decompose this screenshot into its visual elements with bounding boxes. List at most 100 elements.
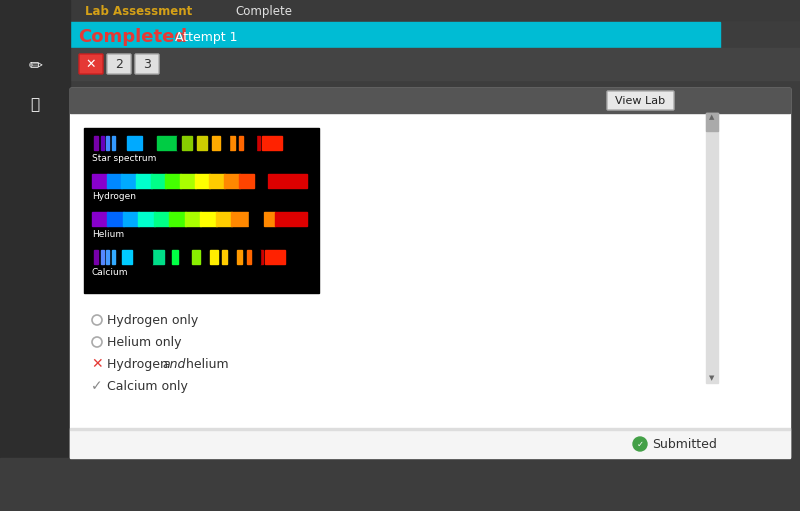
Bar: [255, 250, 257, 264]
Bar: [92, 174, 307, 188]
Bar: [222, 250, 227, 264]
Bar: [92, 212, 109, 226]
Bar: [230, 136, 235, 150]
Bar: [127, 136, 142, 150]
Text: ✓: ✓: [637, 439, 643, 449]
Text: Helium only: Helium only: [107, 336, 182, 349]
Bar: [154, 212, 170, 226]
Bar: [268, 174, 307, 188]
Bar: [216, 212, 232, 226]
Bar: [0, 0, 800, 20]
Bar: [94, 136, 98, 150]
Bar: [237, 250, 242, 264]
Text: Hydrogen: Hydrogen: [92, 192, 136, 201]
Bar: [0, 48, 800, 80]
Text: ✏: ✏: [28, 56, 42, 74]
Bar: [260, 250, 263, 264]
Bar: [106, 136, 109, 150]
Bar: [122, 174, 137, 188]
Bar: [92, 136, 307, 150]
Bar: [0, 458, 800, 511]
Text: Attempt 1: Attempt 1: [175, 31, 238, 43]
Bar: [254, 136, 256, 150]
Bar: [101, 250, 104, 264]
Text: Calcium: Calcium: [92, 268, 129, 277]
Bar: [112, 136, 115, 150]
Bar: [92, 250, 307, 264]
Text: ▼: ▼: [710, 375, 714, 381]
Bar: [274, 212, 307, 226]
Bar: [136, 174, 152, 188]
Text: Complete: Complete: [235, 5, 292, 17]
Bar: [210, 250, 218, 264]
Bar: [180, 174, 196, 188]
Bar: [210, 174, 225, 188]
Text: and: and: [162, 358, 186, 371]
Bar: [150, 174, 166, 188]
Bar: [706, 113, 718, 131]
Bar: [70, 428, 790, 430]
Bar: [197, 136, 207, 150]
Bar: [0, 0, 70, 511]
Text: helium: helium: [182, 358, 229, 371]
Bar: [136, 250, 138, 264]
FancyBboxPatch shape: [607, 91, 674, 110]
Text: Hydrogen: Hydrogen: [107, 358, 172, 371]
Text: Calcium only: Calcium only: [107, 380, 188, 393]
Bar: [258, 174, 266, 188]
FancyBboxPatch shape: [79, 54, 103, 74]
Bar: [231, 212, 248, 226]
Bar: [157, 136, 177, 150]
Text: 3: 3: [143, 58, 151, 71]
Bar: [166, 174, 181, 188]
Bar: [185, 212, 202, 226]
Bar: [227, 136, 229, 150]
Text: ✓: ✓: [91, 380, 103, 393]
Bar: [249, 212, 262, 226]
Bar: [101, 136, 104, 150]
Bar: [70, 88, 790, 458]
Bar: [84, 128, 319, 293]
Bar: [224, 174, 239, 188]
Bar: [706, 113, 718, 383]
Bar: [212, 136, 220, 150]
Bar: [264, 212, 274, 226]
Text: 2: 2: [115, 58, 123, 71]
Bar: [258, 250, 260, 264]
Text: ✕: ✕: [86, 58, 96, 71]
Bar: [152, 250, 164, 264]
Text: ▲: ▲: [710, 114, 714, 120]
Bar: [200, 212, 217, 226]
Text: Hydrogen only: Hydrogen only: [107, 314, 198, 327]
Bar: [106, 250, 109, 264]
Text: Star spectrum: Star spectrum: [92, 154, 156, 163]
FancyBboxPatch shape: [107, 54, 131, 74]
Bar: [172, 250, 178, 264]
Bar: [238, 174, 254, 188]
Bar: [262, 136, 282, 150]
Bar: [123, 212, 139, 226]
Bar: [106, 174, 122, 188]
Bar: [70, 22, 720, 48]
FancyBboxPatch shape: [135, 54, 159, 74]
Bar: [257, 136, 260, 150]
Bar: [138, 212, 155, 226]
Bar: [112, 250, 115, 264]
Bar: [122, 250, 132, 264]
Bar: [150, 250, 152, 264]
Bar: [92, 174, 108, 188]
Bar: [247, 250, 251, 264]
Bar: [182, 136, 192, 150]
Bar: [70, 430, 790, 458]
Text: Helium: Helium: [92, 230, 124, 239]
Circle shape: [633, 437, 647, 451]
Bar: [194, 174, 210, 188]
Text: Lab Assessment: Lab Assessment: [85, 5, 192, 17]
Bar: [170, 212, 186, 226]
Bar: [107, 212, 124, 226]
Bar: [177, 136, 179, 150]
Text: 🎧: 🎧: [30, 98, 39, 112]
Bar: [265, 250, 285, 264]
Bar: [94, 250, 98, 264]
Bar: [192, 250, 200, 264]
